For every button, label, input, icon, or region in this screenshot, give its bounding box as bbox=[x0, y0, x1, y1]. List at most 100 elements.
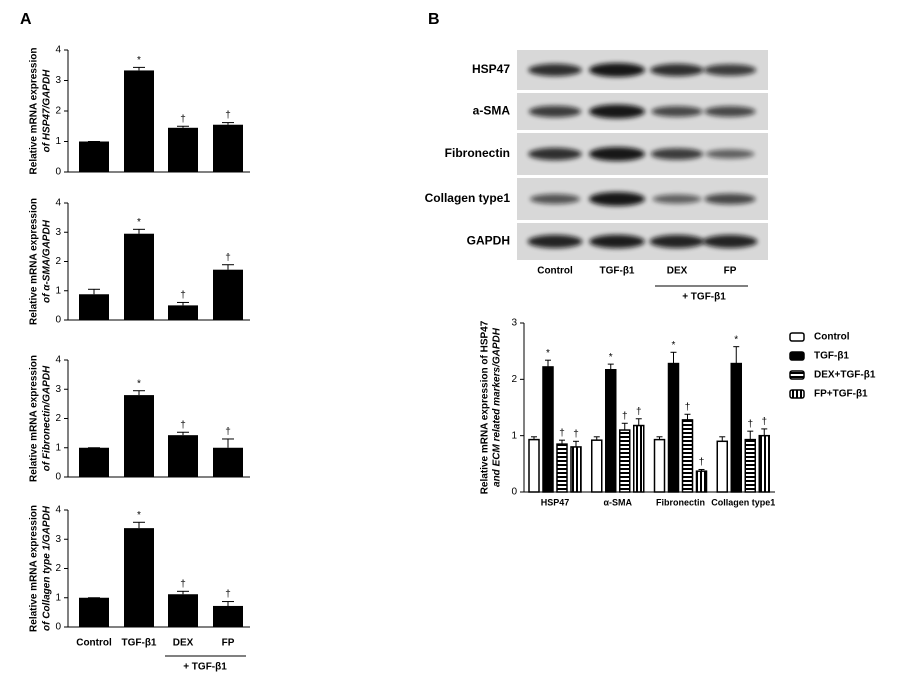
y-tick-label: 2 bbox=[55, 256, 61, 267]
y-axis-label: Relative mRNA expression bbox=[29, 198, 40, 325]
y-tick-label: 3 bbox=[511, 318, 517, 329]
blot-band bbox=[650, 63, 704, 77]
blot-band bbox=[528, 63, 582, 77]
blot-band bbox=[702, 234, 758, 249]
y-tick-label: 1 bbox=[511, 430, 517, 441]
legend-label: TGF-β1 bbox=[814, 351, 849, 362]
error-bar bbox=[733, 346, 740, 364]
significance-marker: † bbox=[685, 402, 691, 413]
y-tick-label: 4 bbox=[55, 45, 61, 56]
significance-marker: * bbox=[137, 217, 141, 228]
significance-marker: † bbox=[559, 428, 565, 439]
significance-marker: † bbox=[225, 589, 231, 600]
x-tick-label: Collagen type1 bbox=[711, 497, 775, 507]
error-bar bbox=[747, 430, 754, 440]
blot-band bbox=[649, 234, 705, 249]
y-tick-label: 4 bbox=[55, 355, 61, 366]
blot-band bbox=[589, 147, 645, 161]
error-bar bbox=[222, 122, 234, 125]
significance-marker: * bbox=[672, 340, 676, 351]
y-tick-label: 2 bbox=[55, 563, 61, 574]
bar bbox=[213, 447, 243, 477]
y-tick-label: 1 bbox=[55, 285, 61, 296]
bar bbox=[168, 435, 198, 477]
y-tick-label: 1 bbox=[55, 442, 61, 453]
blot-band bbox=[705, 149, 755, 159]
significance-marker: † bbox=[180, 114, 186, 125]
y-axis-label: Relative mRNA expression bbox=[29, 355, 40, 482]
bar bbox=[79, 141, 109, 172]
bar bbox=[213, 124, 243, 172]
significance-marker: † bbox=[225, 110, 231, 121]
significance-marker: † bbox=[225, 427, 231, 438]
blot-band bbox=[704, 106, 756, 117]
error-bar bbox=[88, 288, 100, 295]
x-tick-label: TGF-β1 bbox=[122, 638, 157, 649]
bar bbox=[730, 362, 742, 493]
bar bbox=[681, 419, 694, 493]
legend-swatch bbox=[789, 332, 805, 342]
blot-band bbox=[528, 147, 582, 161]
significance-marker: † bbox=[180, 290, 186, 301]
panel-label: B bbox=[428, 11, 440, 28]
error-bar bbox=[719, 436, 726, 442]
significance-marker: † bbox=[225, 252, 231, 263]
bar bbox=[168, 594, 198, 627]
panel-label: A bbox=[20, 11, 32, 28]
blot-band bbox=[527, 234, 583, 249]
significance-marker: † bbox=[573, 429, 579, 440]
y-axis-label: of Fibronectin/GAPDH bbox=[42, 365, 53, 471]
x-tick-label: DEX bbox=[173, 638, 194, 649]
error-bar bbox=[222, 264, 234, 270]
blot-band bbox=[652, 194, 702, 204]
significance-marker: † bbox=[636, 406, 642, 417]
bar bbox=[633, 424, 645, 493]
bar bbox=[79, 447, 109, 477]
significance-marker: † bbox=[747, 419, 753, 430]
bar bbox=[619, 429, 631, 493]
x-tick-label: Control bbox=[76, 638, 112, 649]
blot-lane-label: TGF-β1 bbox=[600, 266, 635, 277]
y-tick-label: 3 bbox=[55, 227, 61, 238]
bar bbox=[716, 440, 728, 493]
blot-band bbox=[651, 106, 703, 117]
legend-label: DEX+TGF-β1 bbox=[814, 370, 876, 381]
y-tick-label: 3 bbox=[55, 75, 61, 86]
blot-lane-label: Control bbox=[537, 266, 573, 277]
error-bar bbox=[621, 422, 628, 431]
y-tick-label: 1 bbox=[55, 136, 61, 147]
y-axis-label: Relative mRNA expression of HSP47 bbox=[480, 320, 491, 494]
error-bar bbox=[573, 440, 579, 447]
error-bar bbox=[222, 438, 234, 448]
error-bar bbox=[133, 521, 145, 529]
bar bbox=[213, 605, 243, 627]
error-bar bbox=[670, 351, 677, 364]
significance-marker: * bbox=[137, 510, 141, 521]
bar bbox=[653, 438, 666, 493]
y-tick-label: 0 bbox=[55, 472, 61, 483]
error-bar bbox=[635, 418, 642, 426]
bar bbox=[168, 305, 198, 320]
error-bar bbox=[133, 390, 145, 396]
blot-row-label: Collagen type1 bbox=[425, 191, 511, 205]
legend-swatch bbox=[789, 351, 805, 361]
error-bar bbox=[177, 125, 189, 128]
bar bbox=[556, 443, 568, 493]
x-tick-label: α-SMA bbox=[603, 497, 632, 507]
significance-marker: * bbox=[546, 348, 550, 359]
legend-label: Control bbox=[814, 332, 850, 343]
y-axis-label: Relative mRNA expression bbox=[29, 48, 40, 175]
y-tick-label: 4 bbox=[55, 198, 61, 209]
significance-marker: * bbox=[137, 55, 141, 66]
blot-lane-label: DEX bbox=[667, 266, 688, 277]
y-tick-label: 0 bbox=[55, 315, 61, 326]
bar bbox=[79, 597, 109, 627]
y-tick-label: 4 bbox=[55, 505, 61, 516]
blot-lane-label: FP bbox=[724, 266, 737, 277]
bar bbox=[591, 439, 603, 493]
y-axis-label: and ECM related markers/GAPDH bbox=[492, 327, 503, 487]
significance-marker: † bbox=[180, 420, 186, 431]
blot-band bbox=[589, 192, 645, 206]
bar bbox=[168, 127, 198, 172]
